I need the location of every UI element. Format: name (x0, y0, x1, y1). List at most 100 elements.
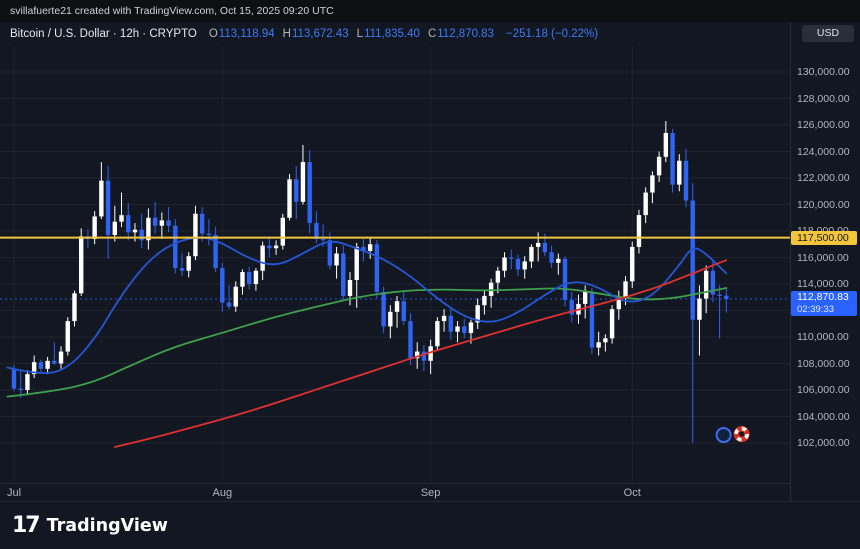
tradingview-logo-icon[interactable]: 17 (12, 513, 41, 538)
candle-up (616, 297, 621, 310)
price-tick-label: 116,000.00 (797, 251, 849, 264)
price-chart-canvas[interactable] (0, 46, 790, 501)
candle-up (260, 245, 265, 271)
candle-up (240, 272, 245, 287)
candle-down (374, 244, 380, 292)
candle-up (72, 293, 77, 322)
candle-up (609, 309, 615, 339)
candle-up (623, 281, 628, 298)
candle-down (462, 326, 467, 334)
candle-up (630, 246, 635, 282)
candle-down (717, 294, 722, 296)
candle-down (220, 268, 225, 303)
time-axis-month-label: Jul (6, 487, 22, 499)
candle-down (226, 302, 232, 307)
candle-up (65, 321, 70, 352)
candle-down (421, 351, 427, 361)
candle-down (294, 179, 299, 202)
candle-up (488, 282, 494, 296)
price-axis[interactable]: 117,500.00 112,870.83 02:39:33 130,000.0… (791, 46, 860, 501)
candle-up (300, 162, 306, 202)
candle-up (233, 286, 238, 307)
blue-circle-emoji[interactable] (715, 427, 732, 444)
price-tick-label: 102,000.00 (797, 437, 850, 449)
candle-up (556, 258, 561, 263)
price-tick-label: 110,000.00 (797, 331, 849, 343)
candle-down (173, 225, 178, 269)
chart-legend: Bitcoin / U.S. Dollar · 12h · CRYPTO O 11… (0, 22, 790, 46)
price-tick-label: 128,000.00 (797, 92, 850, 105)
candle-up (31, 362, 37, 375)
candle-up (112, 221, 117, 235)
currency-button[interactable]: USD (802, 25, 854, 42)
ohlc-pair: H 113,672.43 (282, 28, 349, 40)
candle-up (45, 360, 50, 369)
lifebuoy-emoji-ring (734, 426, 750, 442)
time-axis[interactable]: Jul Aug Sep Oct (0, 483, 790, 501)
tradingview-wordmark[interactable]: TradingView (46, 515, 168, 536)
candle-up (596, 342, 601, 348)
candle-up (146, 217, 151, 241)
candle-down (105, 180, 111, 235)
candle-down (206, 233, 212, 235)
candle-down (724, 295, 729, 299)
candle-down (670, 132, 675, 185)
candle-down (166, 220, 171, 226)
change-value: −251.18 (−0.22%) (505, 28, 599, 40)
candle-down (515, 258, 521, 270)
candle-up (367, 244, 373, 251)
candle-up (583, 291, 588, 304)
candle-up (280, 217, 285, 246)
candle-down (52, 360, 57, 364)
chart-plot-area[interactable] (0, 46, 790, 501)
candle-up (643, 192, 648, 216)
lifebuoy-emoji-hole (739, 431, 745, 437)
candle-up (441, 315, 447, 322)
candle-down (314, 223, 319, 239)
candle-up (394, 301, 400, 312)
ohlc-pair: L 111,835.40 (356, 28, 420, 40)
candle-up (79, 236, 84, 294)
candle-up (159, 220, 165, 226)
ohlc-pair: C 112,870.83 (427, 28, 494, 40)
candle-up (677, 160, 682, 185)
time-axis-month-label: Aug (212, 487, 233, 499)
candle-up (253, 270, 259, 284)
symbol-title[interactable]: Bitcoin / U.S. Dollar · 12h · CRYPTO (10, 28, 197, 40)
candle-up (287, 179, 292, 218)
candle-down (18, 388, 23, 390)
price-tick-label: 114,000.00 (797, 278, 849, 290)
candle-up (636, 215, 642, 247)
price-tick-label: 104,000.00 (797, 410, 850, 423)
candle-up (186, 256, 191, 271)
candle-down (267, 245, 272, 249)
candle-down (589, 291, 595, 348)
ma-red (113, 259, 728, 448)
price-tick-label: 106,000.00 (797, 384, 850, 396)
candle-down (199, 213, 205, 234)
candle-up (495, 270, 501, 283)
candle-down (307, 162, 312, 224)
candle-down (327, 240, 333, 266)
candle-up (455, 326, 460, 332)
ma-green (6, 287, 728, 398)
candle-up (347, 280, 353, 296)
ma-blue (6, 236, 728, 374)
candle-down (683, 160, 689, 201)
candle-down (448, 315, 453, 332)
price-tick-label: 126,000.00 (797, 119, 850, 131)
candle-down (542, 242, 548, 253)
candle-down (509, 257, 514, 259)
ohlc-pair: O 113,118.94 (208, 28, 275, 40)
candle-down (408, 321, 413, 359)
candle-up (58, 351, 64, 364)
candle-up (435, 321, 440, 347)
price-tick-label: 124,000.00 (797, 145, 850, 158)
candle-up (132, 229, 138, 233)
candle-up (603, 338, 608, 343)
candle-up (99, 180, 104, 217)
candle-up (334, 253, 339, 266)
footer-bar: 17 TradingView (0, 501, 860, 549)
candle-up (482, 295, 487, 306)
